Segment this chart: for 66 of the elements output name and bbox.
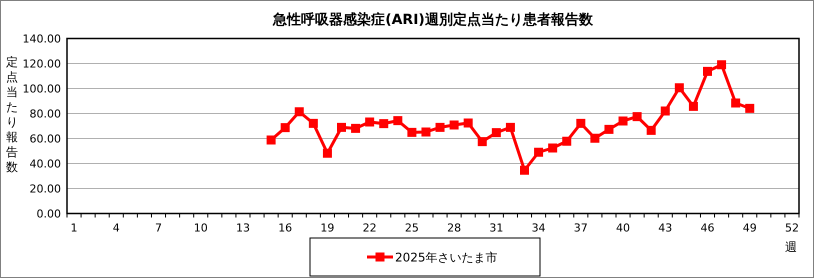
- point: [703, 66, 712, 76]
- point: [478, 137, 487, 146]
- point: [365, 118, 374, 126]
- x-tick-label: 31: [489, 222, 504, 234]
- x-axis-title: 週: [785, 240, 797, 254]
- point: [436, 122, 445, 132]
- point: [548, 144, 558, 152]
- point: [717, 60, 726, 70]
- legend: 2025年さいたま市: [310, 238, 540, 276]
- point: [731, 98, 740, 108]
- point: [322, 148, 332, 158]
- point: [520, 166, 529, 175]
- x-tick-label: 52: [784, 222, 799, 234]
- x-tick-label: 34: [532, 222, 546, 234]
- point: [576, 118, 586, 128]
- point: [407, 128, 416, 137]
- point: [280, 123, 290, 132]
- point: [632, 112, 642, 122]
- point: [562, 136, 572, 146]
- point: [450, 120, 459, 130]
- point: [379, 119, 388, 128]
- x-tick-label: 37: [574, 222, 588, 234]
- y-tick-label: 0.00: [36, 208, 61, 220]
- x-tick-label: 43: [658, 222, 672, 234]
- x-tick-label: 1: [70, 222, 78, 234]
- y-axis-title: 定点当たり報告数: [6, 55, 18, 174]
- point: [294, 107, 304, 116]
- point: [464, 118, 473, 128]
- y-tick-label: 80.00: [30, 108, 61, 120]
- point: [618, 116, 628, 126]
- y-tick-label: 40.00: [30, 158, 61, 170]
- point: [506, 122, 515, 132]
- x-tick-label: 13: [236, 222, 250, 234]
- point: [421, 128, 430, 136]
- chart-title: 急性呼吸器感染症(ARI)週別定点当たり患者報告数: [272, 11, 594, 28]
- legend-label: 2025年さいたま市: [395, 250, 498, 264]
- y-tick-label: 140.00: [22, 32, 61, 46]
- x-tick-label: 49: [742, 222, 757, 234]
- x-tick-label: 25: [404, 222, 419, 234]
- point: [351, 124, 360, 133]
- y-tick-label: 20.00: [30, 182, 61, 196]
- point: [393, 116, 402, 126]
- x-tick-label: 46: [700, 222, 714, 234]
- y-tick-label: 120.00: [22, 58, 61, 70]
- x-tick-label: 10: [194, 222, 208, 234]
- point: [604, 124, 614, 134]
- point: [688, 102, 698, 111]
- y-tick-label: 60.00: [30, 132, 61, 146]
- point: [745, 104, 754, 113]
- point: [660, 106, 670, 116]
- x-tick-label: 4: [112, 222, 120, 234]
- point: [534, 148, 544, 157]
- point: [590, 134, 600, 143]
- x-tick-label: 28: [447, 222, 462, 234]
- point: [492, 128, 501, 138]
- x-tick-label: 40: [616, 222, 630, 234]
- x-tick-label: 19: [320, 222, 334, 234]
- point: [266, 136, 276, 144]
- point: [337, 122, 346, 132]
- x-tick-label: 16: [278, 222, 292, 234]
- x-tick-label: 22: [362, 222, 377, 234]
- point: [646, 126, 656, 135]
- point: [308, 118, 318, 128]
- y-tick-label: 100.00: [22, 82, 61, 96]
- point: [674, 83, 684, 92]
- x-tick-label: 7: [155, 222, 162, 234]
